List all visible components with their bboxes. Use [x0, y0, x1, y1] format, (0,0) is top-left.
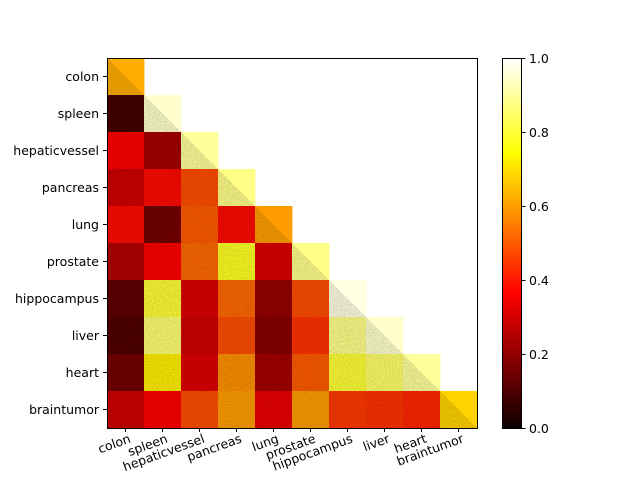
colorbar-tick-label: 1.0: [529, 51, 549, 66]
y-tick-label: hepaticvessel: [13, 143, 99, 158]
x-tick-label: liver: [361, 430, 392, 454]
y-axis: colon spleen hepaticvessel pancreas lung pros…: [13, 69, 107, 417]
colorbar-tick-label: 0.8: [529, 125, 549, 140]
plot-frame: [107, 58, 478, 429]
y-tick-label: braintumor: [29, 402, 100, 417]
heatmap-texture: [107, 58, 477, 428]
y-tick-label: colon: [65, 69, 99, 84]
colorbar: 0.0 0.2 0.4 0.6 0.8 1.0: [502, 51, 549, 436]
y-tick-label: liver: [72, 328, 100, 343]
y-tick-label: prostate: [47, 254, 99, 269]
colorbar-gradient: [502, 58, 522, 429]
y-tick-label: heart: [66, 365, 99, 380]
colorbar-ticks: 0.0 0.2 0.4 0.6 0.8 1.0: [521, 51, 549, 436]
y-tick-label: pancreas: [42, 180, 99, 195]
colorbar-tick-label: 0.4: [529, 273, 549, 288]
y-tick-label: lung: [72, 217, 99, 232]
colorbar-tick-label: 0.0: [529, 421, 549, 436]
colorbar-tick-label: 0.2: [529, 347, 549, 362]
y-tick-label: hippocampus: [15, 291, 99, 306]
colorbar-tick-label: 0.6: [529, 199, 549, 214]
y-tick-label: spleen: [58, 106, 99, 121]
